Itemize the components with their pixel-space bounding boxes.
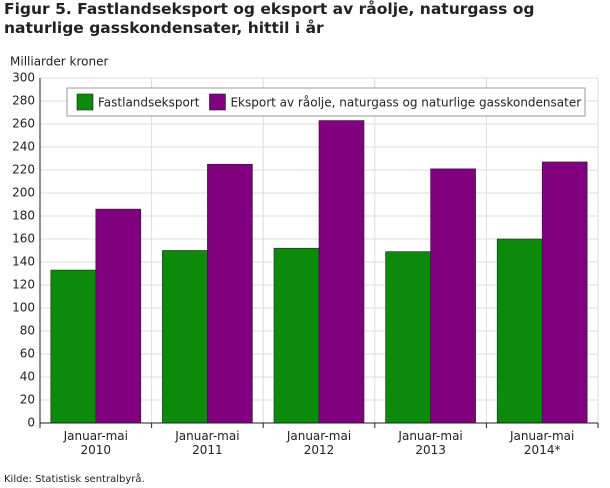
y-tick-label: 180 — [12, 209, 35, 223]
x-tick-label: Januar-mai 2013 — [397, 429, 462, 457]
y-tick-label: 260 — [12, 117, 35, 131]
x-tick-label: Januar-mai 2012 — [286, 429, 351, 457]
legend-label: Fastlandseksport — [98, 96, 200, 110]
chart-title: Figur 5. Fastlandseksport og eksport av … — [4, 0, 535, 37]
bar — [95, 208, 142, 424]
y-tick-label: 60 — [20, 347, 35, 361]
y-tick-label: 0 — [27, 416, 35, 430]
x-tick-label: Januar-mai 2010 — [63, 429, 128, 457]
y-tick-label: 40 — [20, 370, 35, 384]
y-tick-label: 280 — [12, 94, 35, 108]
x-tick-label: Januar-mai 2011 — [174, 429, 239, 457]
y-tick-label: 20 — [20, 393, 35, 407]
y-tick-label: 80 — [20, 324, 35, 338]
bar — [541, 161, 588, 424]
bar — [207, 163, 253, 424]
y-tick-label: 200 — [12, 186, 35, 200]
legend-label: Eksport av råolje, naturgass og naturlig… — [230, 96, 581, 110]
bar — [318, 120, 365, 424]
y-tick-label: 120 — [12, 278, 35, 292]
bar — [162, 250, 208, 424]
bar — [496, 238, 543, 424]
legend-swatch — [76, 93, 94, 111]
y-tick-label: 240 — [12, 140, 35, 154]
x-tick-label: Januar-mai 2014* — [509, 429, 574, 457]
y-tick-label: 160 — [12, 232, 35, 246]
source: Kilde: Statistisk sentralbyrå. — [4, 472, 145, 485]
bar — [430, 168, 476, 424]
y-tick-label: 300 — [12, 71, 35, 85]
y-tick-label: 100 — [12, 301, 35, 315]
bar — [385, 251, 431, 424]
bar — [50, 269, 97, 424]
y-axis-label: Milliarder kroner — [10, 55, 108, 69]
y-tick-label: 140 — [12, 255, 35, 269]
bar — [273, 247, 320, 424]
legend-swatch — [209, 93, 226, 111]
y-tick-label: 220 — [12, 163, 35, 177]
legend-box — [66, 87, 586, 117]
